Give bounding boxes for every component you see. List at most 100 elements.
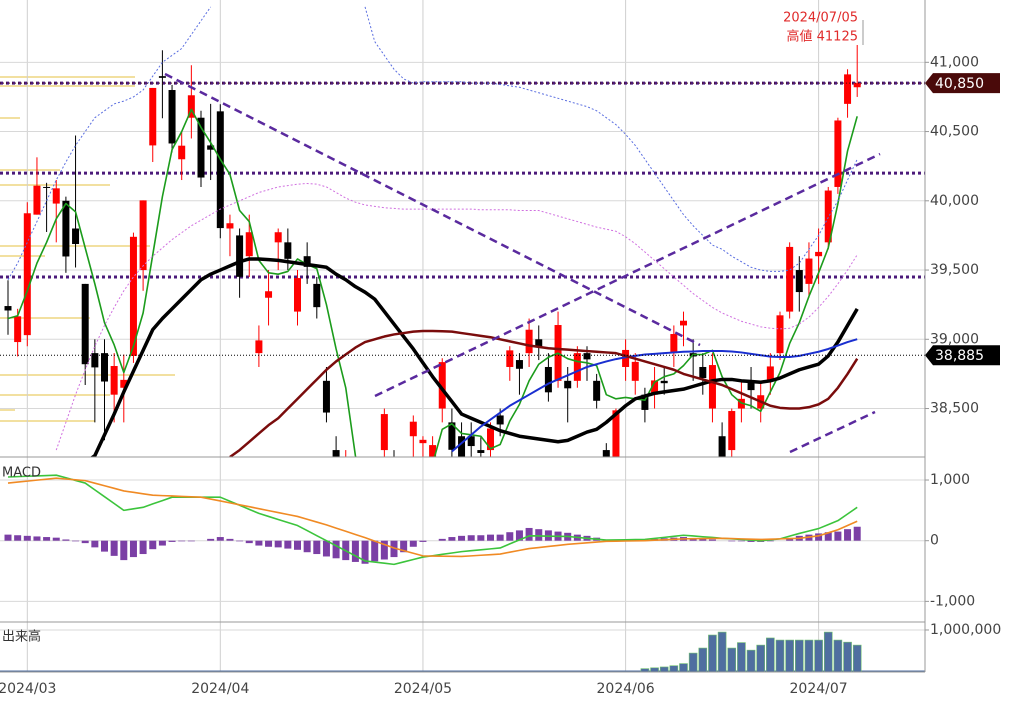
line	[7, 477, 858, 558]
candle-body	[380, 414, 388, 451]
histogram-bar	[255, 540, 263, 546]
y-tick-label: 39,000	[930, 331, 979, 347]
x-tick-label: 2024/04	[191, 681, 249, 697]
histogram-bar	[535, 529, 543, 541]
y-tick-label: 1,000,000	[930, 622, 1001, 638]
candle-body	[197, 117, 205, 178]
bar	[843, 641, 852, 672]
histogram-bar	[496, 534, 504, 541]
candle-body	[168, 90, 176, 144]
candle-body	[467, 436, 475, 447]
histogram-bar	[322, 540, 330, 557]
candle-body	[91, 353, 99, 368]
candle-body	[824, 190, 832, 243]
candle-body	[670, 334, 678, 354]
candle-body	[322, 380, 330, 413]
bar	[756, 644, 766, 672]
histogram-bar	[515, 530, 523, 541]
histogram-bar	[139, 540, 147, 555]
histogram-bar	[265, 540, 273, 547]
histogram-bar	[786, 538, 794, 541]
candle-body	[583, 353, 591, 360]
bar	[794, 639, 804, 672]
plot-area	[4, 474, 861, 566]
line	[7, 6, 858, 280]
candle-body	[651, 380, 659, 395]
candle-body	[187, 95, 195, 118]
histogram-bar	[226, 538, 234, 541]
panel-title: 出来高	[2, 629, 41, 645]
marker-label: 38,885	[935, 348, 984, 364]
histogram-bar	[33, 536, 41, 541]
candle-body	[139, 200, 147, 271]
candle-body	[245, 232, 253, 257]
histogram-bar	[506, 532, 514, 541]
candle-body	[409, 421, 417, 437]
bar	[823, 631, 833, 672]
candle-body	[429, 445, 437, 457]
histogram-bar	[390, 540, 398, 558]
candle-body	[766, 366, 774, 381]
candle-body	[332, 450, 340, 457]
histogram-bar	[737, 540, 745, 542]
candle-body	[515, 360, 523, 369]
histogram-bar	[274, 540, 282, 548]
bar	[698, 647, 708, 672]
candle-body	[419, 439, 427, 444]
histogram-bar	[110, 540, 118, 556]
histogram-bar	[699, 538, 707, 541]
histogram-bar	[400, 540, 408, 553]
candle-body	[23, 213, 31, 336]
candle-body	[110, 366, 118, 395]
trend-line	[374, 152, 881, 398]
histogram-bar	[284, 540, 292, 549]
histogram-bar	[458, 535, 466, 541]
y-tick-label: 41,000	[930, 54, 979, 70]
candle-body	[535, 339, 543, 347]
trend-line	[164, 72, 701, 347]
candle-body	[525, 329, 533, 354]
y-tick-label: 1,000	[930, 472, 970, 488]
histogram-bar	[72, 540, 80, 542]
y-tick-label: 40,000	[930, 193, 979, 209]
histogram-bar	[853, 526, 861, 541]
marker-box	[925, 345, 1000, 366]
candle-body	[43, 186, 51, 188]
histogram-bar	[236, 540, 244, 542]
histogram-bar	[43, 537, 51, 541]
bar	[766, 637, 775, 672]
histogram-bar	[438, 538, 446, 541]
bar	[804, 639, 814, 672]
bar	[708, 634, 717, 672]
candle-body	[294, 278, 301, 312]
candle-body	[284, 242, 292, 259]
bar	[814, 639, 823, 672]
candle-body	[815, 251, 823, 257]
histogram-bar	[708, 539, 716, 541]
candle-body	[680, 320, 687, 326]
histogram-bar	[477, 535, 485, 541]
histogram-bar	[303, 540, 311, 553]
histogram-bar	[14, 535, 22, 541]
histogram-bar	[371, 540, 379, 562]
histogram-bar	[467, 535, 475, 541]
candle-body	[274, 232, 282, 243]
bar	[717, 631, 727, 672]
candle-body	[660, 380, 668, 384]
candle-body	[708, 365, 716, 409]
candle-body	[226, 223, 234, 229]
histogram-bar	[815, 533, 823, 541]
bar	[785, 639, 794, 672]
histogram-bar	[332, 540, 340, 559]
candle-body	[496, 415, 504, 425]
candle-body	[101, 353, 108, 382]
histogram-bar	[23, 535, 31, 541]
candle-body	[207, 145, 215, 150]
bar	[833, 639, 843, 672]
histogram-bar	[313, 540, 321, 555]
candle-body	[255, 340, 263, 354]
histogram-bar	[168, 540, 176, 542]
bar	[650, 667, 659, 672]
